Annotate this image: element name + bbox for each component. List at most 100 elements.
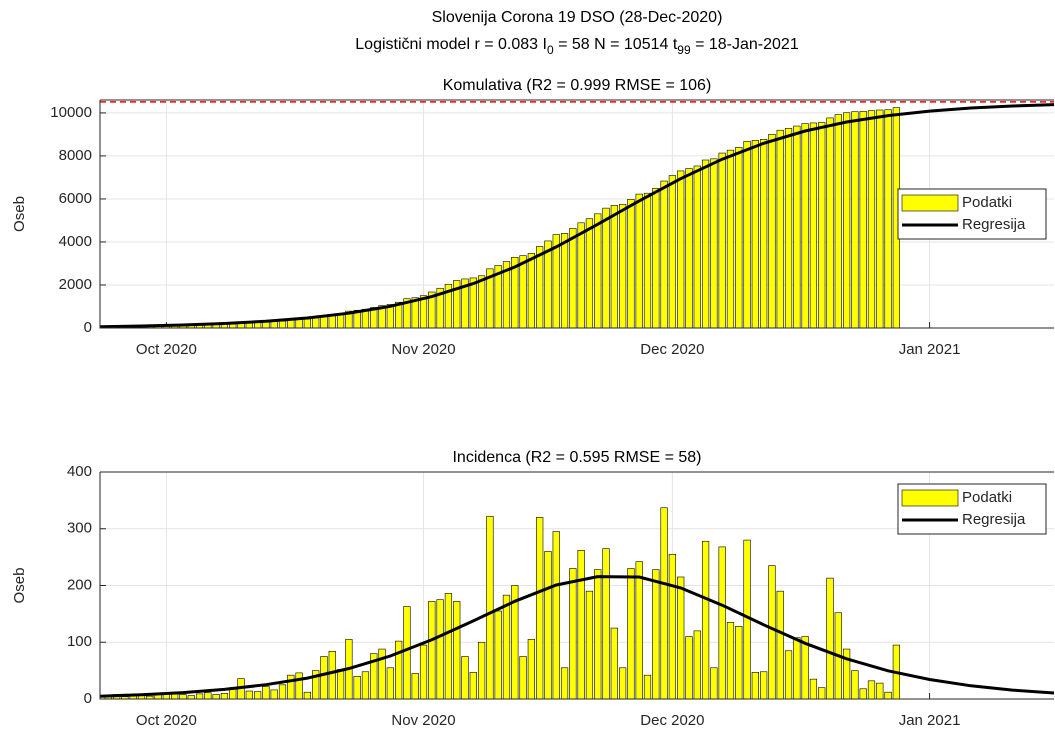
y-tick-label: 6000 xyxy=(59,190,92,207)
bar xyxy=(262,686,270,700)
bar xyxy=(619,203,627,329)
x-tick-label: Oct 2020 xyxy=(136,712,197,729)
bar xyxy=(776,129,784,329)
bar xyxy=(826,117,834,329)
legend-swatch xyxy=(901,489,959,507)
bar xyxy=(768,133,776,329)
bar xyxy=(212,694,220,700)
bar xyxy=(353,675,361,700)
bar xyxy=(660,507,668,700)
legend-label: Regresija xyxy=(962,216,1026,233)
bar xyxy=(867,680,876,700)
bar xyxy=(660,180,668,329)
bar xyxy=(668,553,677,700)
bar xyxy=(718,546,726,700)
bar xyxy=(585,218,594,329)
bar xyxy=(801,636,809,700)
bar xyxy=(652,187,660,329)
bar xyxy=(693,630,701,700)
y-tick-label: 400 xyxy=(67,463,92,480)
bar xyxy=(569,568,577,700)
bar xyxy=(195,693,204,700)
bar xyxy=(726,622,735,700)
regression-line xyxy=(99,575,1055,698)
bar xyxy=(668,175,677,329)
bar xyxy=(287,674,295,700)
bar xyxy=(336,669,345,700)
bar xyxy=(220,693,229,700)
bar xyxy=(444,593,453,700)
bar xyxy=(303,318,312,329)
axes-title: Komulativa (R2 = 0.999 RMSE = 106) xyxy=(443,77,712,94)
bar xyxy=(701,159,710,329)
bar xyxy=(635,561,643,700)
bar xyxy=(585,590,594,700)
bar xyxy=(677,170,685,329)
legend-label: Podatki xyxy=(962,194,1012,211)
bar xyxy=(884,691,892,700)
y-tick-label: 200 xyxy=(67,576,92,593)
bar xyxy=(610,627,618,700)
bar xyxy=(395,640,403,700)
x-tick-label: Dec 2020 xyxy=(640,341,704,358)
bar xyxy=(461,656,469,700)
bar xyxy=(519,656,527,700)
bar xyxy=(403,606,411,700)
bar xyxy=(751,672,759,700)
bar xyxy=(834,114,842,329)
x-tick-label: Jan 2021 xyxy=(899,341,961,358)
bar xyxy=(303,691,312,700)
bar xyxy=(486,515,494,700)
x-tick-label: Nov 2020 xyxy=(391,341,455,358)
bar xyxy=(760,139,768,329)
subtitle-subscript: 0 xyxy=(547,43,554,57)
bar xyxy=(851,111,859,329)
bar xyxy=(386,667,394,700)
bar xyxy=(204,692,212,700)
bar xyxy=(536,517,544,700)
bar xyxy=(710,158,718,329)
bar xyxy=(859,110,867,329)
axes-title: Incidenca (R2 = 0.595 RMSE = 58) xyxy=(452,449,701,466)
bar xyxy=(577,222,585,329)
bar xyxy=(768,565,776,700)
bar xyxy=(477,641,486,700)
bar xyxy=(469,672,477,700)
y-tick-label: 0 xyxy=(84,319,92,336)
bar xyxy=(594,213,602,329)
bar xyxy=(519,255,527,329)
bar xyxy=(793,125,801,329)
bar xyxy=(610,205,618,329)
figure-title: Slovenija Corona 19 DSO (28-Dec-2020) xyxy=(432,9,723,26)
bar xyxy=(187,695,195,700)
y-tick-label: 300 xyxy=(67,520,92,537)
bar xyxy=(818,122,826,329)
bar xyxy=(560,233,569,329)
bar xyxy=(577,550,585,700)
bar xyxy=(428,601,436,700)
y-tick-label: 0 xyxy=(84,690,92,707)
bar xyxy=(552,531,560,700)
bar xyxy=(735,147,743,329)
bar xyxy=(710,667,718,700)
bar xyxy=(718,152,726,329)
bar xyxy=(477,275,486,329)
bar xyxy=(536,246,544,329)
bar xyxy=(328,651,336,700)
x-tick-label: Oct 2020 xyxy=(136,341,197,358)
bar xyxy=(652,569,660,700)
y-tick-label: 2000 xyxy=(59,276,92,293)
bar xyxy=(784,128,793,329)
axes-box xyxy=(99,99,1054,329)
bar xyxy=(320,656,328,700)
figure-subtitle: Logistični model r = 0.083 I0 = 58 N = 1… xyxy=(355,36,799,57)
subtitle-part: Logistični model r = 0.083 I xyxy=(355,36,547,53)
bar xyxy=(801,123,809,329)
x-tick-label: Dec 2020 xyxy=(640,712,704,729)
bar xyxy=(735,626,743,700)
bar xyxy=(627,199,635,329)
bar xyxy=(635,193,643,329)
x-tick-label: Nov 2020 xyxy=(391,712,455,729)
bar xyxy=(643,674,652,700)
